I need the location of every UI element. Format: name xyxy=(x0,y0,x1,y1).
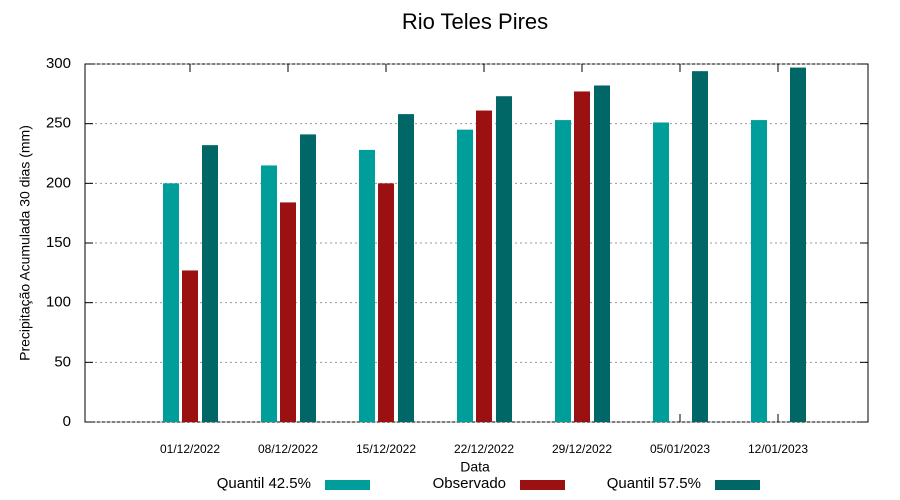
x-tick-label: 29/12/2022 xyxy=(552,442,612,456)
bar xyxy=(574,91,590,423)
y-tick-label: 200 xyxy=(46,174,71,191)
y-tick-label: 0 xyxy=(63,413,71,430)
bar xyxy=(594,85,610,422)
x-axis-label: Data xyxy=(460,459,490,475)
bar xyxy=(163,183,179,422)
bar xyxy=(496,96,512,422)
legend-swatch xyxy=(520,480,565,490)
y-tick-label: 250 xyxy=(46,115,71,132)
bar xyxy=(790,67,806,422)
y-tick-label: 50 xyxy=(54,353,71,370)
legend-label: Quantil 42.5% xyxy=(217,475,311,492)
legend-swatch xyxy=(715,480,760,490)
y-tick-label: 100 xyxy=(46,294,71,311)
x-tick-label: 01/12/2022 xyxy=(160,442,220,456)
y-tick-label: 300 xyxy=(46,55,71,72)
legend-label: Quantil 57.5% xyxy=(607,475,701,492)
bar xyxy=(182,270,198,422)
bar xyxy=(692,71,708,422)
bar xyxy=(457,129,473,422)
bar xyxy=(359,149,375,423)
x-tick-label: 12/01/2023 xyxy=(748,442,808,456)
bar xyxy=(555,120,571,422)
bar xyxy=(300,134,316,422)
bar xyxy=(751,120,767,422)
bar xyxy=(476,110,492,422)
y-axis-label: Precipitação Acumulada 30 dias (mm) xyxy=(17,125,33,361)
x-tick-label: 08/12/2022 xyxy=(258,442,318,456)
bar xyxy=(398,114,414,423)
bar xyxy=(378,183,394,422)
chart-title: Rio Teles Pires xyxy=(402,9,548,34)
x-tick-label: 05/01/2023 xyxy=(650,442,710,456)
bar xyxy=(280,202,296,422)
y-tick-label: 150 xyxy=(46,234,71,251)
x-tick-label: 22/12/2022 xyxy=(454,442,514,456)
bar xyxy=(653,122,669,423)
legend-label: Observado xyxy=(433,475,506,492)
bar xyxy=(261,165,277,422)
x-tick-label: 15/12/2022 xyxy=(356,442,416,456)
legend-swatch xyxy=(325,480,370,490)
bar xyxy=(202,145,218,422)
